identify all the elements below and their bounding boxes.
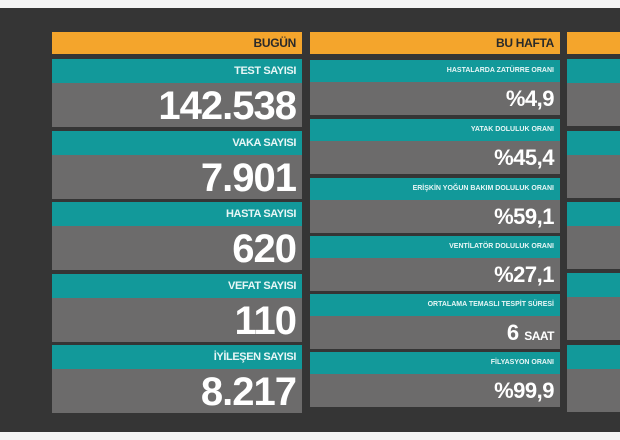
today-stat-value: 142.538 <box>52 83 302 128</box>
value-number: %59,1 <box>494 204 554 229</box>
week-stat-card: ORTALAMA TEMASLI TESPİT SÜRESİ 6 SAAT <box>310 294 560 349</box>
partial-stat-label <box>567 345 620 369</box>
partial-stat-card <box>567 202 620 269</box>
today-header: BUGÜN <box>52 32 302 54</box>
today-stat-card: TEST SAYISI 142.538 <box>52 59 302 128</box>
week-stat-card: YATAK DOLULUK ORANI %45,4 <box>310 119 560 174</box>
value-number: %99,9 <box>494 378 554 403</box>
today-stat-card: İYİLEŞEN SAYISI 8.217 <box>52 345 302 414</box>
this-week-header: BU HAFTA <box>310 32 560 54</box>
this-week-column: BU HAFTA HASTALARDA ZATÜRRE ORANI %4,9 YAT… <box>310 32 560 407</box>
week-stat-card: VENTİLATÖR DOLULUK ORANI %27,1 <box>310 236 560 291</box>
partial-stat-value <box>567 155 620 198</box>
today-stat-label: VEFAT SAYISI <box>52 274 302 298</box>
week-stat-value: %45,4 <box>310 141 560 174</box>
week-stat-value: %4,9 <box>310 82 560 115</box>
value-unit: SAAT <box>524 329 554 343</box>
week-stat-label: ERİŞKİN YOĞUN BAKIM DOLULUK ORANI <box>310 178 560 200</box>
partial-stat-value <box>567 369 620 412</box>
week-stat-value: 6 SAAT <box>310 316 560 349</box>
partial-stat-value <box>567 226 620 269</box>
week-stat-value: %99,9 <box>310 374 560 407</box>
today-stat-label: VAKA SAYISI <box>52 131 302 155</box>
value-number: 6 <box>506 320 519 345</box>
partial-stat-label <box>567 273 620 297</box>
value-number: 142.538 <box>158 84 297 128</box>
week-stat-label: YATAK DOLULUK ORANI <box>310 119 560 141</box>
week-stat-card: HASTALARDA ZATÜRRE ORANI %4,9 <box>310 60 560 115</box>
partial-stat-label <box>567 131 620 155</box>
today-stat-label: TEST SAYISI <box>52 59 302 83</box>
stats-board: BUGÜN TEST SAYISI 142.538 VAKA SAYISI 7.901… <box>0 8 620 432</box>
partial-stat-value <box>567 297 620 340</box>
partial-stat-card <box>567 273 620 340</box>
partial-stat-label <box>567 59 620 83</box>
partial-column <box>567 32 620 412</box>
partial-stat-label <box>567 202 620 226</box>
today-column: BUGÜN TEST SAYISI 142.538 VAKA SAYISI 7.901… <box>52 32 302 414</box>
today-stat-value: 8.217 <box>52 369 302 414</box>
partial-stat-card <box>567 131 620 198</box>
week-stat-label: ORTALAMA TEMASLI TESPİT SÜRESİ <box>310 294 560 316</box>
value-number: 7.901 <box>200 156 297 200</box>
week-stat-value: %59,1 <box>310 200 560 233</box>
partial-stat-value <box>567 83 620 126</box>
today-stat-value: 110 <box>52 298 302 343</box>
week-stat-card: ERİŞKİN YOĞUN BAKIM DOLULUK ORANI %59,1 <box>310 178 560 233</box>
week-stat-card: FİLYASYON ORANI %99,9 <box>310 352 560 407</box>
today-stat-value: 7.901 <box>52 155 302 200</box>
week-stat-label: FİLYASYON ORANI <box>310 352 560 374</box>
partial-header <box>567 32 620 54</box>
today-stat-label: İYİLEŞEN SAYISI <box>52 345 302 369</box>
week-stat-value: %27,1 <box>310 258 560 291</box>
value-number: 620 <box>232 227 297 271</box>
today-stat-label: HASTA SAYISI <box>52 202 302 226</box>
value-number: %4,9 <box>505 86 555 111</box>
value-number: 8.217 <box>200 370 297 414</box>
week-stat-label: VENTİLATÖR DOLULUK ORANI <box>310 236 560 258</box>
today-stat-card: VAKA SAYISI 7.901 <box>52 131 302 200</box>
partial-stat-card <box>567 345 620 412</box>
today-stat-card: VEFAT SAYISI 110 <box>52 274 302 343</box>
today-stat-value: 620 <box>52 226 302 271</box>
week-stat-label: HASTALARDA ZATÜRRE ORANI <box>310 60 560 82</box>
partial-stat-card <box>567 59 620 126</box>
value-number: %27,1 <box>494 262 554 287</box>
today-stat-card: HASTA SAYISI 620 <box>52 202 302 271</box>
value-number: %45,4 <box>494 145 554 170</box>
value-number: 110 <box>234 299 297 343</box>
